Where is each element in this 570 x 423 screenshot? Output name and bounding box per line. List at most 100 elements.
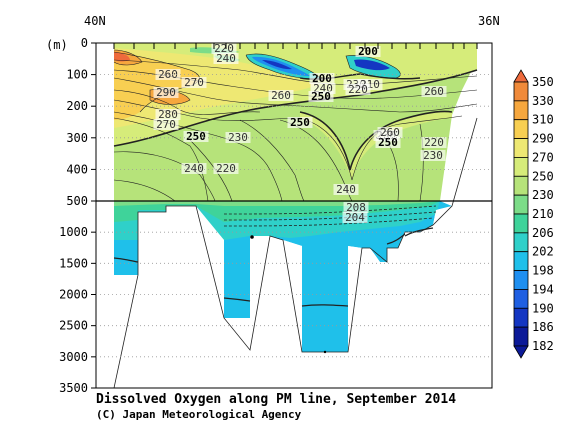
plot-frame bbox=[95, 42, 493, 389]
colorbar-swatch bbox=[513, 100, 529, 121]
contour-label-bg bbox=[421, 86, 447, 97]
y-tick-label: 400 bbox=[66, 162, 88, 176]
y-tick-label: 1500 bbox=[59, 256, 88, 270]
colorbar: 350 330 310 290 270 250 230 210 206 202 198 194 190 1… bbox=[513, 69, 554, 359]
contour-label: 204 bbox=[345, 211, 365, 224]
field-186-a bbox=[262, 60, 292, 70]
contour-label-bg bbox=[183, 131, 209, 142]
contour-198-right2 bbox=[404, 227, 434, 237]
colorbar-swatch bbox=[513, 289, 529, 309]
contour-label: 260 bbox=[271, 89, 291, 102]
colorbar-swatch bbox=[513, 138, 529, 158]
colorbar-swatch bbox=[513, 270, 529, 290]
y-tick-label: 2500 bbox=[59, 319, 88, 333]
y-tick-label: 3500 bbox=[59, 381, 88, 395]
contour-label: 270 bbox=[156, 118, 176, 131]
colorbar-tick-label: 210 bbox=[532, 207, 554, 221]
contour-label-bg bbox=[375, 137, 401, 148]
colorbar-swatch bbox=[513, 251, 529, 271]
contour-198-mid bbox=[223, 297, 251, 302]
colorbar-tick-label: 330 bbox=[532, 94, 554, 108]
colorbar-tick-label: 190 bbox=[532, 301, 554, 315]
colorbar-tick-label: 202 bbox=[532, 245, 554, 259]
colorbar-swatch bbox=[513, 213, 529, 234]
y-tick-label: 300 bbox=[66, 131, 88, 145]
y-tick-label: 500 bbox=[66, 194, 88, 208]
colorbar-swatch bbox=[513, 326, 529, 347]
contour-label-bg bbox=[181, 77, 207, 88]
colorbar-tick-label: 230 bbox=[532, 188, 554, 202]
contour-label: 240 bbox=[216, 52, 236, 65]
contour-label: 260 bbox=[424, 85, 444, 98]
colorbar-tick-label: 270 bbox=[532, 150, 554, 164]
contour-label-bg bbox=[343, 202, 369, 213]
colorbar-swatch bbox=[513, 81, 529, 102]
colorbar-tick-label: 206 bbox=[532, 226, 554, 240]
y-tick-label: 2000 bbox=[59, 288, 88, 302]
contour-thin bbox=[419, 123, 424, 202]
contour-label-bg bbox=[268, 90, 294, 101]
bottom-topography-outline bbox=[113, 117, 478, 388]
colorbar-tick-label: 310 bbox=[532, 113, 554, 127]
contour-label-bg bbox=[309, 73, 335, 84]
contour-198-deep bbox=[301, 304, 349, 307]
contour-198-left bbox=[113, 257, 139, 263]
colorbar-swatch bbox=[513, 194, 529, 215]
field-350 bbox=[114, 52, 130, 62]
colorbar-swatch bbox=[513, 307, 529, 328]
contour-label-bg bbox=[153, 119, 179, 130]
colorbar-tick-label: 290 bbox=[532, 132, 554, 146]
contour-label-bg bbox=[420, 150, 446, 161]
contour-thin bbox=[113, 49, 143, 66]
y-tick-label: 0 bbox=[81, 36, 88, 50]
y-tick-label: 1000 bbox=[59, 225, 88, 239]
colorbar-tick-label: 194 bbox=[532, 282, 554, 296]
contour-label: 260 bbox=[380, 126, 400, 139]
colorbar-swatch bbox=[513, 119, 529, 139]
contour-label-bg bbox=[155, 109, 181, 120]
contour-label-bg bbox=[308, 91, 334, 102]
contour-label: 250 bbox=[290, 116, 310, 129]
contour-label-bg bbox=[213, 53, 239, 64]
contour-label-bg bbox=[342, 212, 368, 223]
contour-label: 240 bbox=[336, 183, 356, 196]
field-250-tongue bbox=[300, 111, 452, 180]
contour-label-bg bbox=[377, 127, 403, 138]
contour-206 bbox=[223, 211, 437, 221]
contour-204 bbox=[223, 217, 434, 227]
contour-label: 220 bbox=[424, 136, 444, 149]
y-axis-unit-label: (m) bbox=[46, 38, 68, 52]
bottom-topography bbox=[114, 201, 492, 388]
contour-label: 220 bbox=[216, 162, 236, 175]
contour-label: 230 bbox=[228, 131, 248, 144]
chart-title: Dissolved Oxygen along PM line, Septembe… bbox=[96, 392, 456, 407]
contour-thin bbox=[113, 59, 478, 85]
colorbar-swatch bbox=[513, 232, 529, 253]
contour-thin bbox=[113, 117, 209, 202]
contour-label-bg bbox=[213, 163, 239, 174]
contour-label: 220 bbox=[348, 83, 368, 96]
contour-label: 270 bbox=[184, 76, 204, 89]
contour-label: 200 bbox=[312, 72, 332, 85]
contour-label: 240 bbox=[184, 162, 204, 175]
colorbar-tick-label: 182 bbox=[532, 339, 554, 353]
contour-thin bbox=[239, 119, 305, 202]
contour-250-tongue bbox=[299, 110, 453, 171]
field-186-b bbox=[354, 59, 390, 71]
contour-label-bg bbox=[153, 87, 179, 98]
no-data-left-upper bbox=[96, 43, 114, 201]
chart-credit: (C) Japan Meteorological Agency bbox=[96, 408, 302, 421]
colorbar-tick-label: 198 bbox=[532, 264, 554, 278]
y-tick-label: 100 bbox=[66, 68, 88, 82]
contour-label: 250 bbox=[311, 90, 331, 103]
contour-label-bg bbox=[287, 117, 313, 128]
data-dot bbox=[323, 350, 327, 354]
colorbar-swatch bbox=[513, 157, 529, 177]
contour-label-bg bbox=[211, 43, 237, 54]
colorbar-bottom-extension bbox=[513, 345, 529, 359]
contour-label-bg bbox=[333, 184, 359, 195]
contour-label-bg bbox=[310, 83, 336, 94]
colorbar-swatch bbox=[513, 175, 529, 196]
contour-label: 250 bbox=[186, 130, 206, 143]
